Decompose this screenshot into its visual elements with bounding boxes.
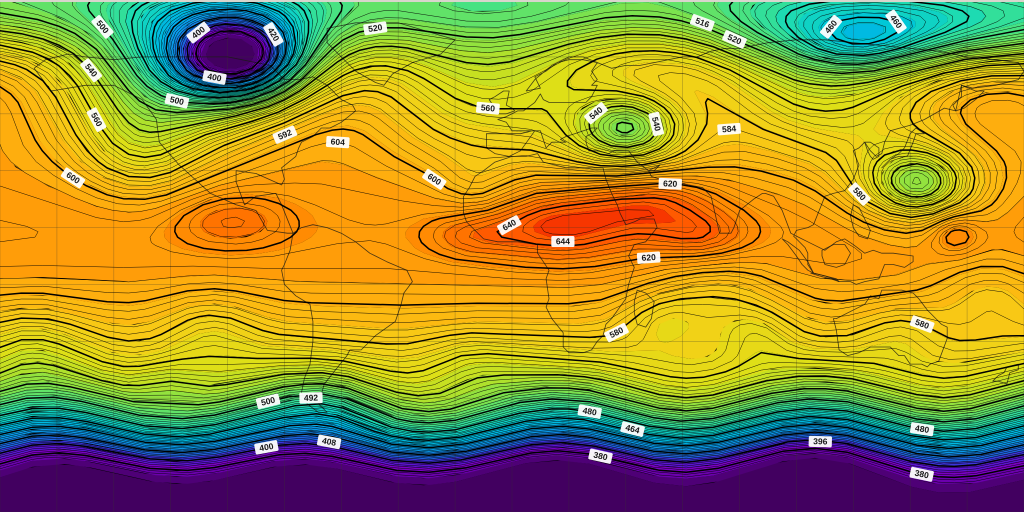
svg-text:620: 620	[663, 178, 678, 189]
svg-text:492: 492	[304, 392, 319, 402]
svg-text:396: 396	[813, 436, 828, 446]
svg-text:644: 644	[556, 236, 570, 246]
svg-text:520: 520	[368, 22, 384, 34]
svg-text:604: 604	[330, 136, 345, 147]
svg-text:620: 620	[641, 252, 656, 263]
svg-text:560: 560	[480, 102, 495, 113]
svg-text:584: 584	[722, 123, 737, 134]
